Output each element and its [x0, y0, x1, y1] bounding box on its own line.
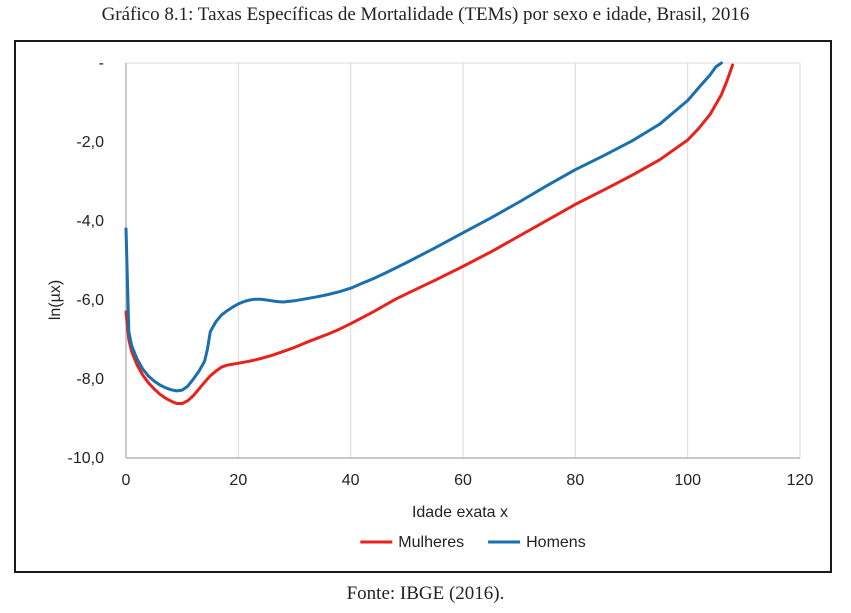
y-tick-label: -8,0	[76, 371, 104, 388]
y-tick-label: -	[99, 55, 104, 72]
x-tick-label: 120	[787, 472, 814, 489]
legend-label-mulheres: Mulheres	[398, 534, 464, 551]
x-tick-label: 0	[122, 472, 131, 489]
x-tick-label: 20	[229, 472, 247, 489]
legend: Mulheres Homens	[360, 534, 586, 551]
mortality-line-chart: 0 20 40 60 80 100 120 - -2,0 -4,0 -6,0 -8,0 -10,0 Id…	[47, 55, 814, 551]
x-tick-label: 100	[674, 472, 701, 489]
y-tick-label: -6,0	[76, 292, 104, 309]
y-tick-label: -4,0	[76, 213, 104, 230]
x-axis-label: Idade exata x	[412, 504, 508, 521]
x-tick-label: 40	[342, 472, 360, 489]
series-lines	[124, 61, 735, 405]
figure-caption: Gráfico 8.1: Taxas Específicas de Mortal…	[101, 4, 750, 25]
series-line-mulheres	[124, 63, 735, 405]
tick-labels: 0 20 40 60 80 100 120 - -2,0 -4,0 -6,0 -8,0 -10,0	[68, 55, 814, 489]
series-line-homens	[124, 61, 723, 393]
grid	[126, 62, 801, 458]
y-tick-label: -2,0	[76, 134, 104, 151]
x-tick-label: 80	[566, 472, 584, 489]
figure-source: Fonte: IBGE (2016).	[346, 583, 505, 604]
chart-frame: 0 20 40 60 80 100 120 - -2,0 -4,0 -6,0 -8,0 -10,0 Id…	[14, 40, 832, 573]
y-tick-label: -10,0	[68, 450, 105, 467]
y-axis-label: ln(µx)	[47, 280, 64, 320]
legend-label-homens: Homens	[526, 534, 586, 551]
x-tick-label: 60	[454, 472, 472, 489]
